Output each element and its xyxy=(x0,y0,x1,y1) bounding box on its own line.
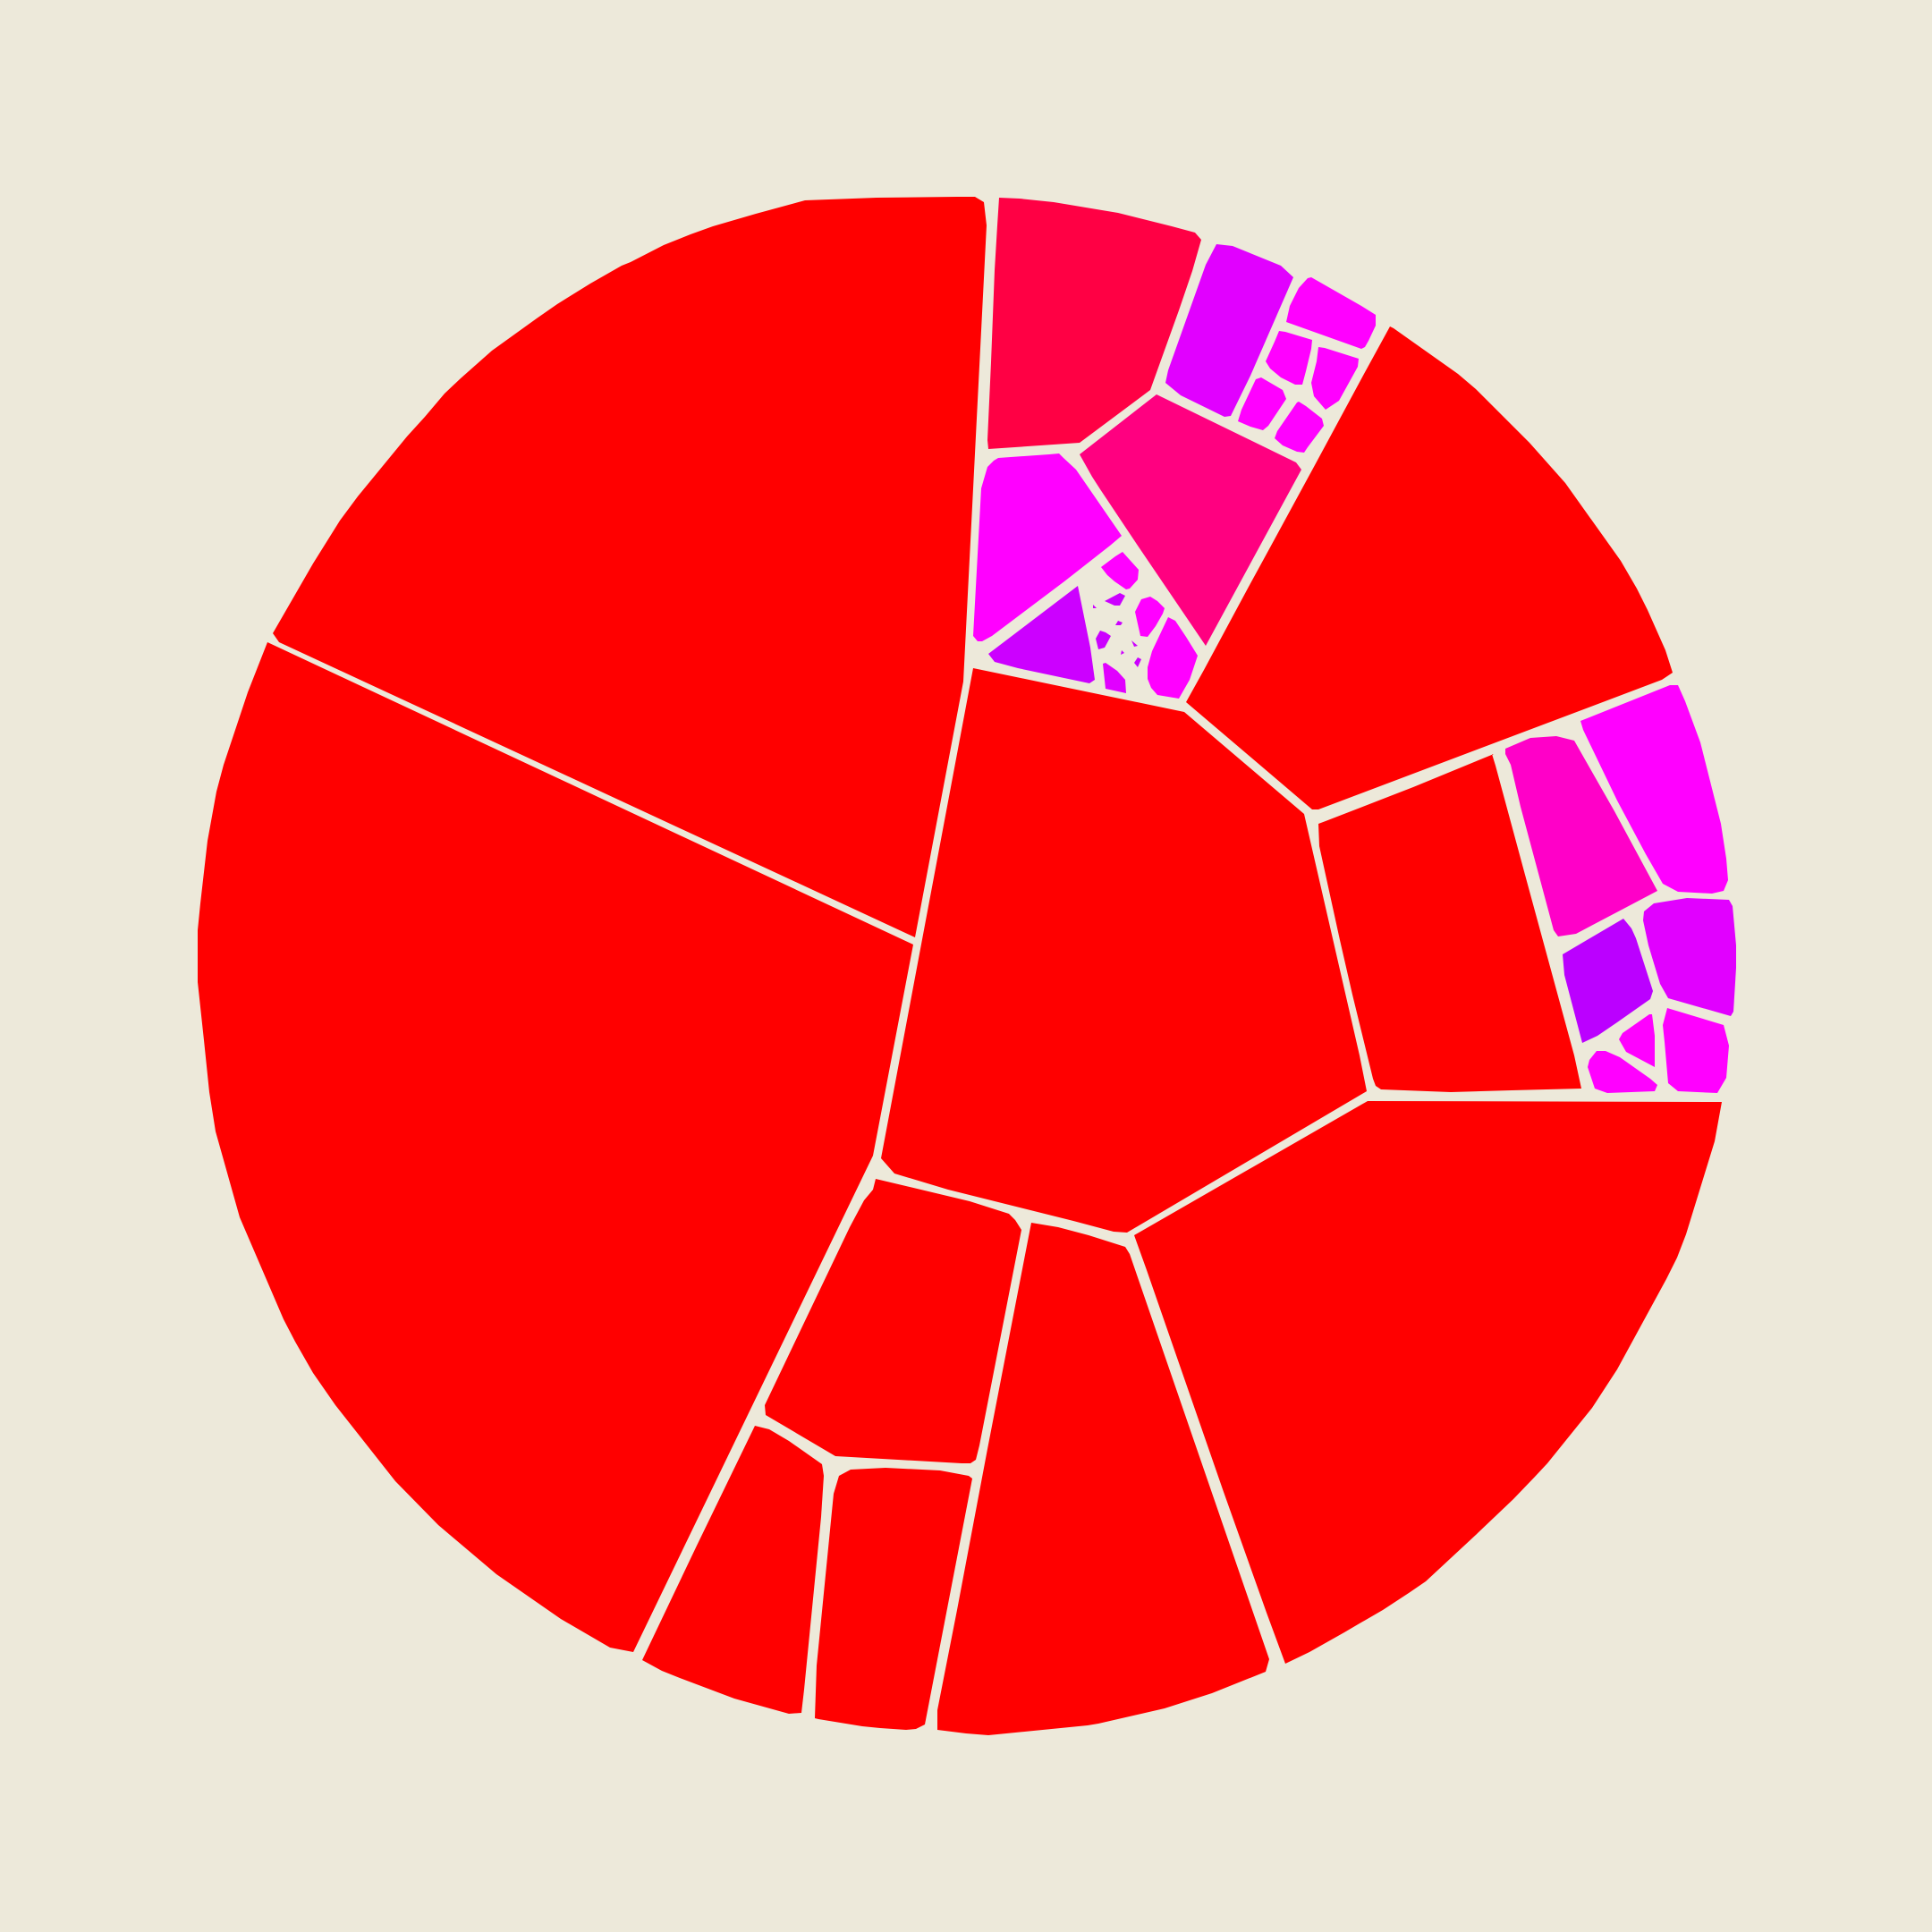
cell-small-violet-k xyxy=(1093,605,1097,608)
cell-small-violet-f xyxy=(1103,663,1126,693)
cell-center xyxy=(881,668,1367,1233)
cell-bottom-center xyxy=(937,1223,1269,1735)
cell-right-magenta-a xyxy=(1619,1014,1655,1067)
cell-large-top-left xyxy=(273,197,987,937)
cell-top-magenta-6 xyxy=(1275,402,1324,453)
cell-top-magenta-3 xyxy=(1266,331,1312,385)
cell-bottom-narrow xyxy=(815,1468,972,1730)
cell-top-crimson xyxy=(987,198,1201,449)
cell-small-magenta-a xyxy=(1101,552,1139,589)
cell-right-magenta-b xyxy=(1663,1008,1729,1093)
cell-top-magenta-5 xyxy=(1238,377,1286,430)
cell-right-hot-pink xyxy=(1505,736,1657,936)
cell-top-violet xyxy=(1165,244,1293,417)
cell-small-violet-e xyxy=(1096,631,1111,649)
cell-top-magenta-4 xyxy=(1311,347,1359,410)
cell-top-purple xyxy=(988,586,1095,683)
cell-bottom-right xyxy=(1134,1101,1722,1664)
cell-right-middle xyxy=(1318,754,1581,1092)
cell-top-deep-pink xyxy=(1080,394,1301,646)
cell-top-magenta-left xyxy=(973,453,1122,641)
cell-top-magenta-2 xyxy=(1286,277,1376,349)
cell-right-magenta-c xyxy=(1588,1051,1657,1093)
cell-small-magenta-c xyxy=(1148,617,1198,699)
cell-small-violet-g xyxy=(1115,621,1123,625)
cell-right-magenta-top xyxy=(1580,685,1728,894)
cell-right-indigo xyxy=(1563,919,1653,1043)
cell-right-upper xyxy=(1186,326,1673,809)
cell-small-violet-i xyxy=(1134,657,1141,667)
cell-bottom-mid-left xyxy=(765,1179,1021,1463)
cell-small-magenta-b xyxy=(1135,597,1165,637)
cell-small-violet-d xyxy=(1105,593,1125,606)
cell-right-violet xyxy=(1643,898,1736,1016)
cell-small-violet-j xyxy=(1121,650,1124,655)
cell-large-left xyxy=(198,642,913,1652)
cell-small-violet-h xyxy=(1131,640,1138,647)
cell-bottom-small-left xyxy=(642,1426,824,1714)
